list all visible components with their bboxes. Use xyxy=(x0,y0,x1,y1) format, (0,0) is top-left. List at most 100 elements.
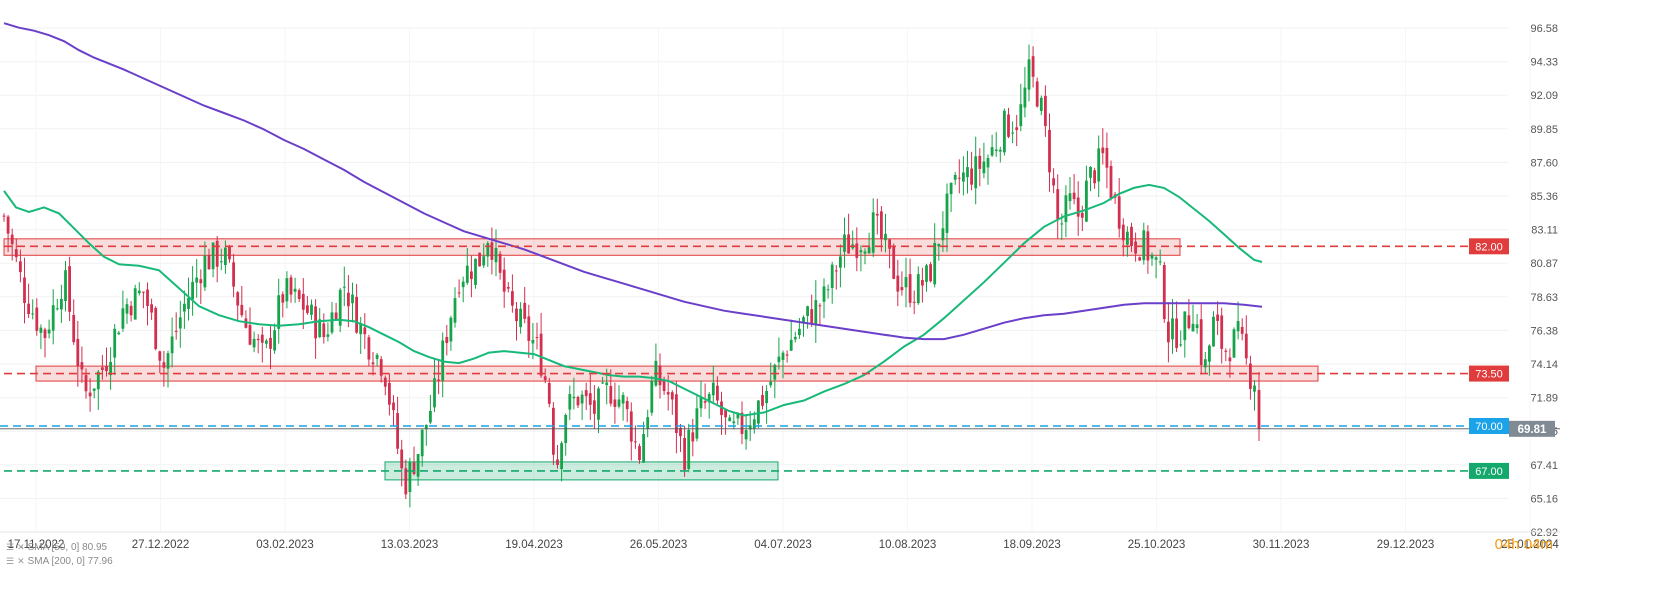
candle-body xyxy=(43,329,47,339)
candle-body xyxy=(687,429,691,469)
candle-body xyxy=(211,242,215,270)
close-icon[interactable]: ✕ xyxy=(17,542,25,552)
candle-body xyxy=(556,459,559,465)
x-tick-label: 25.10.2023 xyxy=(1128,539,1186,551)
y-tick-label: 67.41 xyxy=(1530,460,1558,472)
candle-body xyxy=(1134,241,1137,254)
candle-body xyxy=(96,371,100,390)
candle-body xyxy=(621,394,625,404)
candle-body xyxy=(1150,254,1154,259)
candle-body xyxy=(1101,147,1105,154)
candle-body xyxy=(1089,166,1092,178)
candle-body xyxy=(843,234,846,252)
candle-body xyxy=(236,292,240,306)
close-icon[interactable]: ✕ xyxy=(17,556,25,566)
settings-icon[interactable]: ☰ xyxy=(6,556,15,566)
candle-body xyxy=(232,262,235,287)
candle-body xyxy=(19,261,22,273)
candle-body xyxy=(683,438,686,470)
candle-body xyxy=(642,434,645,463)
candle-body xyxy=(699,397,703,409)
candle-body xyxy=(1064,195,1068,223)
candle-body xyxy=(617,399,621,407)
settings-icon[interactable]: ☰ xyxy=(6,542,15,552)
candle-body xyxy=(527,316,531,341)
candle-body xyxy=(392,402,395,411)
candle-body xyxy=(1072,192,1076,200)
candle-body xyxy=(437,379,440,381)
candle-body xyxy=(297,290,301,299)
candle-body xyxy=(1236,321,1240,332)
candle-body xyxy=(822,286,826,302)
y-tick-label: 80.87 xyxy=(1530,258,1558,270)
candle-body xyxy=(342,286,346,288)
legend-sma50[interactable]: ☰ ✕ SMA [50, 0] 80.95 xyxy=(6,542,107,553)
candle-body xyxy=(986,158,990,168)
candle-body xyxy=(945,193,949,233)
legend-sma200[interactable]: ☰ ✕ SMA [200, 0] 77.96 xyxy=(6,556,113,567)
candle-body xyxy=(68,266,71,312)
candle-body xyxy=(355,296,358,333)
candle-body xyxy=(1015,127,1019,131)
candle-body xyxy=(64,270,67,302)
sma50-line xyxy=(3,183,1263,417)
candle-body xyxy=(1031,56,1035,77)
candle-body xyxy=(519,308,522,328)
candle-body xyxy=(289,277,293,295)
candle-body xyxy=(1167,321,1170,343)
x-tick-label: 19.04.2023 xyxy=(505,539,563,551)
candle-body xyxy=(490,242,494,260)
candle-body xyxy=(880,211,883,240)
candle-body xyxy=(1253,385,1256,392)
candle-body xyxy=(367,337,371,360)
candle-body xyxy=(785,354,789,356)
candle-body xyxy=(740,412,744,434)
level-price-tag: 67.00 xyxy=(1469,462,1509,479)
candle-body xyxy=(646,417,650,429)
candle-body xyxy=(1068,193,1072,202)
y-tick-label: 74.14 xyxy=(1530,359,1558,371)
candle-body xyxy=(1121,224,1125,241)
x-tick-label: 18.09.2023 xyxy=(1003,539,1061,551)
candle-body xyxy=(203,255,207,288)
candle-body xyxy=(515,308,518,322)
x-tick-label: 10.08.2023 xyxy=(879,539,937,551)
candle-body xyxy=(457,292,461,294)
candle-body xyxy=(531,339,535,344)
candle-body xyxy=(896,275,900,292)
candle-body xyxy=(1175,318,1178,348)
candle-body xyxy=(613,399,617,407)
y-tick-label: 65.16 xyxy=(1530,493,1558,505)
candle-body xyxy=(260,334,264,343)
candle-body xyxy=(703,401,707,403)
candle-body xyxy=(810,309,814,325)
level-price-label: 82.00 xyxy=(1475,241,1503,253)
y-tick-label: 71.89 xyxy=(1530,393,1558,405)
candle-body xyxy=(1195,324,1199,329)
candle-body xyxy=(847,234,850,254)
candle-body xyxy=(1199,319,1203,365)
candle-body xyxy=(371,362,375,365)
y-tick-label: 83.11 xyxy=(1531,225,1558,237)
candle-body xyxy=(76,338,80,367)
x-tick-label: 17.11.2022 xyxy=(8,539,65,551)
candle-body xyxy=(158,351,162,361)
candle-body xyxy=(351,294,354,304)
level-price-tag: 73.50 xyxy=(1469,365,1509,382)
y-axis: 96.58 94.33 92.09 89.85 87.60 85.36 83.11 80.87… xyxy=(1530,23,1558,539)
candle-body xyxy=(27,303,30,315)
candle-body xyxy=(736,414,740,419)
candle-body xyxy=(162,362,166,368)
candle-body xyxy=(601,382,604,384)
level-price-label: 70.00 xyxy=(1475,421,1503,433)
candle-body xyxy=(691,432,695,442)
candle-body xyxy=(711,382,715,396)
candle-body xyxy=(1076,197,1080,217)
candle-body xyxy=(1208,345,1211,362)
candle-body xyxy=(113,328,117,358)
candle-body xyxy=(23,277,26,304)
candle-body xyxy=(117,332,121,335)
candle-body xyxy=(121,308,125,329)
candle-body xyxy=(482,256,486,266)
